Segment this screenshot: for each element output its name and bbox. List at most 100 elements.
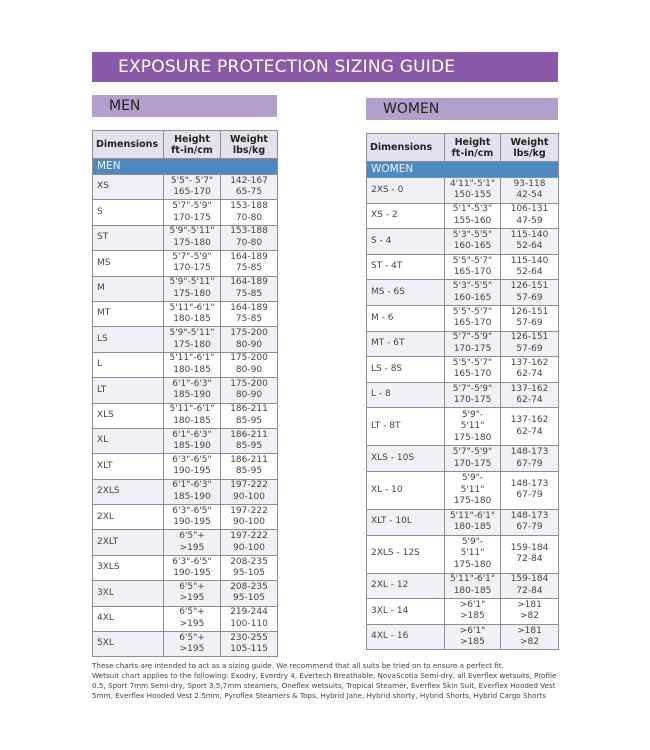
table-row: 5XL 6'5"+ >195 230-255 105-115 [92, 631, 278, 658]
cell-line: >181 [517, 599, 542, 610]
height-header: Height ft-in/cm [163, 130, 221, 159]
cell-line: 230-255 [230, 632, 268, 643]
size-cell: 4XL - 16 [366, 623, 445, 651]
cell-line: 75-85 [235, 263, 263, 274]
cell-line: 5'9"- [461, 536, 484, 547]
weight-cell: 137-162 62-74 [500, 407, 559, 447]
cell-line: 170-175 [453, 458, 492, 469]
cell-line: 6'3"-6'5" [172, 556, 212, 567]
weight-cell: 175-200 80-90 [220, 377, 278, 404]
cell-line: 6'1"-6'3" [172, 480, 212, 491]
size-cell: M [92, 275, 164, 302]
height-cell: 5'7"-5'9" 170-175 [444, 330, 501, 358]
cell-line: 190-195 [173, 517, 211, 528]
cell-line: >82 [520, 611, 539, 622]
weight-cell: 126-151 57-69 [500, 330, 559, 358]
page-title: EXPOSURE PROTECTION SIZING GUIDE [92, 52, 558, 82]
cell-line: 75-85 [235, 314, 263, 325]
cell-line: 5'5"- 5'7" [170, 175, 214, 186]
cell-line: 186-211 [230, 454, 268, 465]
cell-line: 5'11" [460, 484, 485, 495]
sizing-disclaimer: These charts are intended to act as a si… [92, 661, 504, 670]
cell-line: 185-190 [173, 390, 211, 401]
cell-line: 90-100 [233, 542, 265, 553]
size-cell: L - 8 [366, 381, 445, 409]
cell-line: >185 [460, 611, 485, 622]
cell-line: 72-84 [516, 554, 543, 565]
cell-line: 175-180 [453, 432, 492, 443]
weight-cell: 159-184 72-84 [500, 534, 559, 574]
cell-line: 67-79 [516, 522, 543, 533]
size-cell: XLT - 10L [366, 508, 445, 536]
cell-line: 70-80 [235, 212, 263, 223]
table-row: ST 5'9"-5'11" 175-180 153-188 70-80 [92, 224, 278, 252]
cell-line: ft-in/cm [171, 144, 213, 156]
cell-line: 180-185 [453, 585, 492, 596]
cell-line: 126-151 [510, 306, 549, 317]
cell-line: 6'5"+ [179, 581, 205, 592]
table-row: LS 5'9"-5'11" 175-180 175-200 80-90 [92, 326, 278, 353]
height-cell: 4'11"-5'1" 150-155 [444, 177, 501, 204]
table-row: XS - 2 5'1"-5'3" 155-160 106-131 47-59 [366, 202, 559, 230]
cell-line: >82 [520, 637, 539, 648]
cell-line: 165-170 [453, 318, 492, 329]
size-cell: XLT [92, 453, 164, 480]
cell-line: 164-189 [230, 277, 268, 288]
cell-line: 137-162 [510, 415, 549, 426]
cell-line: >6'1" [459, 599, 486, 610]
cell-line: 5'5"-5'7" [452, 357, 493, 368]
weight-cell: 197-222 90-100 [220, 529, 278, 556]
cell-line: 185-190 [173, 441, 211, 452]
cell-line: 47-59 [516, 215, 543, 226]
table-row: XL 6'1"-6'3" 185-190 186-211 85-95 [92, 427, 278, 455]
cell-line: Height [174, 133, 210, 145]
cell-line: 165-170 [453, 369, 492, 380]
cell-line: 175-200 [230, 378, 268, 389]
table-row: 2XLS - 12S 5'9"- 5'11" 175-180 159-184 72-84 [366, 534, 559, 574]
height-cell: 5'9"-5'11"175-180 [444, 470, 501, 510]
weight-cell: 159-184 72-84 [500, 572, 559, 600]
height-cell: 6'5"+ >195 [163, 580, 221, 607]
cell-line: 5'11"-6'1" [449, 510, 496, 521]
table-row: ST - 4T 5'5"-5'7" 165-170 115-140 52-64 [366, 253, 559, 281]
weight-cell: >181 >82 [500, 598, 559, 625]
cell-line: 208-235 [230, 581, 268, 592]
weight-header: Weight lbs/kg [500, 133, 559, 162]
men-group-row: MEN [92, 158, 278, 175]
cell-line: 5'9"-5'11" [169, 226, 215, 237]
cell-line: 175-180 [453, 496, 492, 507]
height-cell: 6'5"+ >195 [163, 605, 221, 633]
size-cell: S - 4 [366, 228, 445, 255]
size-cell: M - 6 [366, 304, 445, 332]
women-sizing-table: Dimensions Height ft-in/cm Weight lbs/kg WOME… [366, 133, 559, 651]
cell-line: 165-170 [173, 187, 211, 198]
cell-line: 5'9"- [461, 409, 484, 420]
cell-line: 6'3"-6'5" [172, 454, 212, 465]
cell-line: Weight [510, 136, 549, 148]
height-cell: 6'3"-6'5" 190-195 [163, 453, 221, 480]
weight-cell: 197-222 90-100 [220, 478, 278, 506]
cell-line: 126-151 [510, 332, 549, 343]
table-row: S 5'7"-5'9" 170-175 153-188 70-80 [92, 199, 278, 226]
cell-line: 42-54 [516, 190, 543, 201]
cell-line: >185 [460, 637, 485, 648]
height-cell: 5'11"-6'1" 180-185 [444, 508, 501, 536]
cell-line: 186-211 [230, 404, 268, 415]
group-label: MEN [92, 158, 278, 175]
weight-cell: 208-235 95-105 [220, 554, 278, 582]
size-cell: MS - 6S [366, 279, 445, 306]
cell-line: 115-140 [510, 229, 549, 240]
cell-line: 5'3"-5'5" [452, 229, 493, 240]
cell-line: 72-84 [516, 585, 543, 596]
cell-line: 70-80 [235, 237, 263, 248]
size-cell: L [92, 351, 164, 379]
size-cell: XS [92, 173, 164, 201]
height-cell: 5'9"-5'11"175-180 [163, 224, 221, 252]
table-row: 2XL 6'3"-6'5" 190-195 197-222 90-100 [92, 504, 278, 531]
cell-line: 170-175 [173, 263, 211, 274]
cell-line: >195 [179, 644, 205, 655]
size-cell: 2XLS [92, 478, 164, 506]
height-cell: 5'7"-5'9" 170-175 [163, 199, 221, 226]
cell-line: lbs/kg [513, 147, 546, 159]
table-row: 2XS - 0 4'11"-5'1" 150-155 93-118 42-54 [366, 177, 559, 204]
